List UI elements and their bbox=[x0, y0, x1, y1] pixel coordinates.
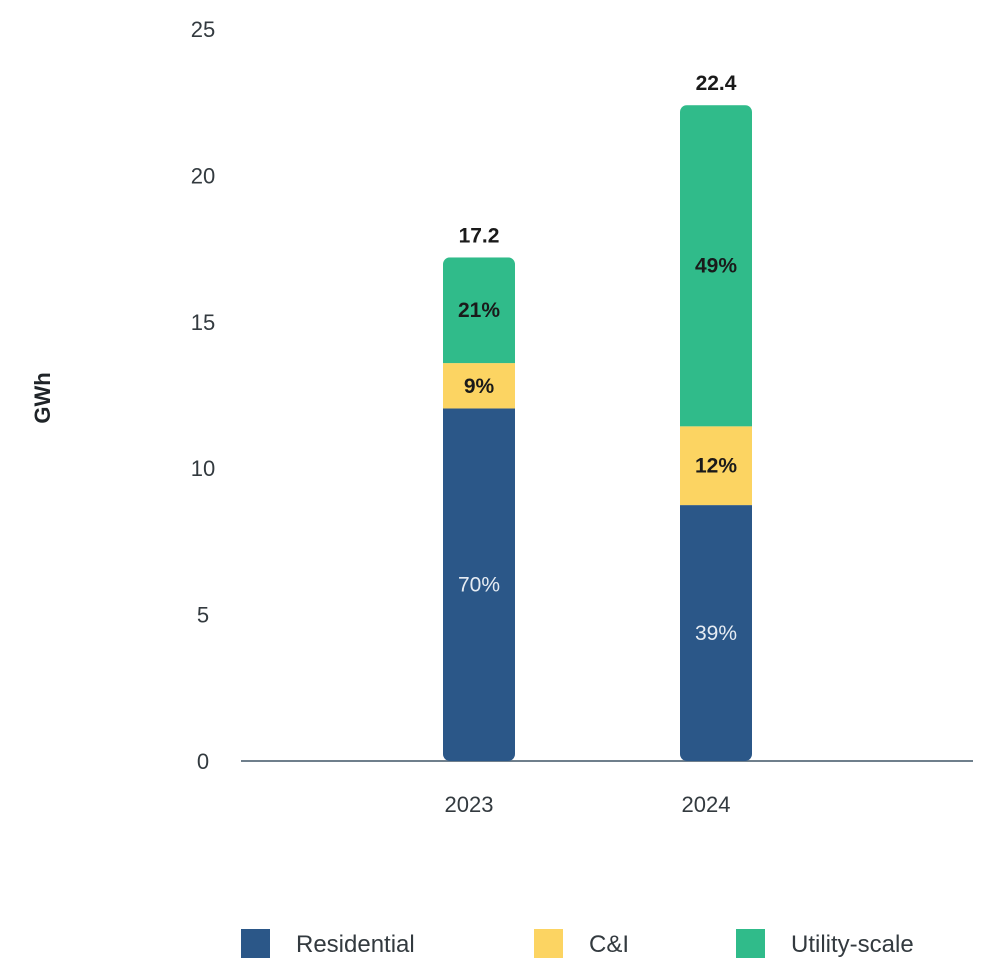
y-axis-ticks: 0 5 10 15 20 25 bbox=[191, 17, 215, 774]
bar-segment-utility-scale-2024 bbox=[680, 105, 752, 427]
legend-item-utility-scale: Utility-scale bbox=[736, 929, 914, 958]
bar-segment-utility-scale-2023 bbox=[443, 257, 515, 364]
x-tick-label: 2023 bbox=[445, 792, 494, 817]
y-tick-label: 20 bbox=[191, 163, 215, 188]
legend: Residential C&I Utility-scale bbox=[241, 929, 914, 958]
bar-2024: 39% 12% 49% 22.4 bbox=[680, 72, 752, 761]
segment-label-utility-scale-2024: 49% bbox=[695, 255, 737, 278]
segment-label-ci-2024: 12% bbox=[695, 455, 737, 478]
y-tick-label: 0 bbox=[197, 749, 209, 774]
bar-segment-ci-2023 bbox=[443, 363, 515, 409]
bar-segment-ci-2024 bbox=[680, 426, 752, 506]
legend-item-residential: Residential bbox=[241, 929, 415, 958]
bars: 70% 9% 21% 17.2 39% 12% 49% 22.4 bbox=[443, 72, 752, 761]
legend-label: Residential bbox=[296, 931, 415, 958]
y-tick-label: 5 bbox=[197, 603, 209, 628]
x-axis-ticks: 2023 2024 bbox=[445, 792, 731, 817]
bar-segment-residential-2023 bbox=[443, 408, 515, 761]
bar-segment-residential-2024 bbox=[680, 505, 752, 761]
legend-item-ci: C&I bbox=[534, 929, 629, 958]
segment-label-residential-2023: 70% bbox=[458, 574, 500, 597]
y-axis-label: GWh bbox=[30, 372, 55, 423]
legend-swatch bbox=[736, 929, 765, 958]
segment-label-residential-2024: 39% bbox=[695, 622, 737, 645]
total-label-2024: 22.4 bbox=[696, 72, 737, 95]
total-label-2023: 17.2 bbox=[459, 224, 500, 247]
legend-label: C&I bbox=[589, 931, 629, 958]
y-tick-label: 10 bbox=[191, 456, 215, 481]
segment-label-ci-2023: 9% bbox=[464, 375, 495, 398]
legend-swatch bbox=[534, 929, 563, 958]
x-tick-label: 2024 bbox=[682, 792, 731, 817]
legend-label: Utility-scale bbox=[791, 931, 914, 958]
y-tick-label: 15 bbox=[191, 310, 215, 335]
y-tick-label: 25 bbox=[191, 17, 215, 42]
legend-swatch bbox=[241, 929, 270, 958]
bar-2023: 70% 9% 21% 17.2 bbox=[443, 224, 515, 761]
segment-label-utility-scale-2023: 21% bbox=[458, 299, 500, 322]
